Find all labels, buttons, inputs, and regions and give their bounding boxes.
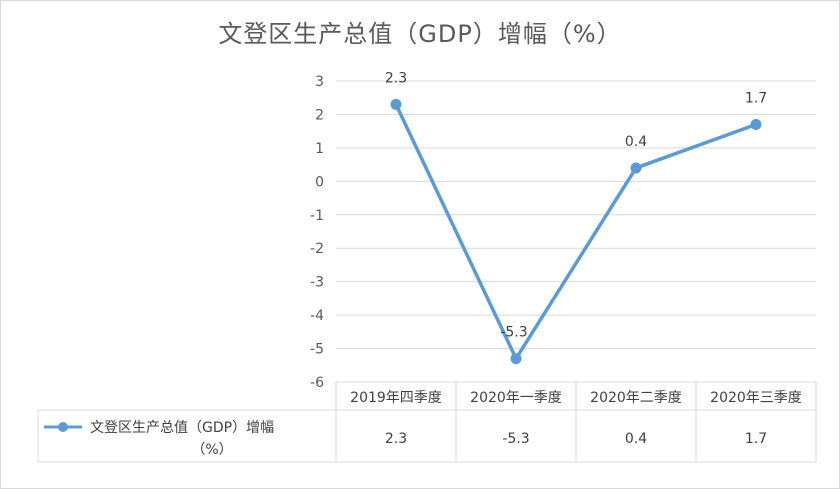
y-tick-label: -2 bbox=[310, 241, 324, 257]
y-tick-label: -6 bbox=[310, 375, 324, 391]
y-tick-label: -1 bbox=[310, 208, 324, 224]
data-label: 0.4 bbox=[625, 134, 647, 150]
y-tick-label: 0 bbox=[315, 174, 324, 190]
table-value: 1.7 bbox=[745, 431, 767, 447]
y-tick-label: -4 bbox=[310, 308, 324, 324]
series-line bbox=[394, 103, 757, 361]
data-point bbox=[630, 162, 642, 174]
category-label: 2020年三季度 bbox=[710, 390, 802, 406]
category-label: 2020年一季度 bbox=[470, 390, 562, 406]
data-point bbox=[510, 353, 522, 365]
category-label: 2019年四季度 bbox=[350, 390, 442, 406]
category-label: 2020年二季度 bbox=[590, 390, 682, 406]
y-tick-label: 1 bbox=[315, 141, 324, 157]
table-value: -5.3 bbox=[502, 431, 529, 447]
legend-label: 文登区生产总值（GDP）增幅 bbox=[90, 420, 274, 436]
data-label: -5.3 bbox=[500, 325, 527, 341]
table-value: 0.4 bbox=[625, 431, 647, 447]
y-tick-label: 2 bbox=[315, 107, 324, 123]
y-tick-label: -5 bbox=[310, 342, 324, 358]
data-label: 1.7 bbox=[745, 90, 767, 106]
legend-label-unit: （%） bbox=[191, 442, 232, 458]
table-value: 2.3 bbox=[385, 431, 407, 447]
data-label: 2.3 bbox=[385, 70, 407, 86]
data-point bbox=[750, 118, 762, 130]
data-point bbox=[390, 98, 402, 110]
y-tick-label: -3 bbox=[310, 275, 324, 291]
y-tick-label: 3 bbox=[315, 74, 324, 90]
legend-marker-icon bbox=[58, 422, 68, 432]
chart-title: 文登区生产总值（GDP）增幅（%） bbox=[218, 20, 622, 48]
